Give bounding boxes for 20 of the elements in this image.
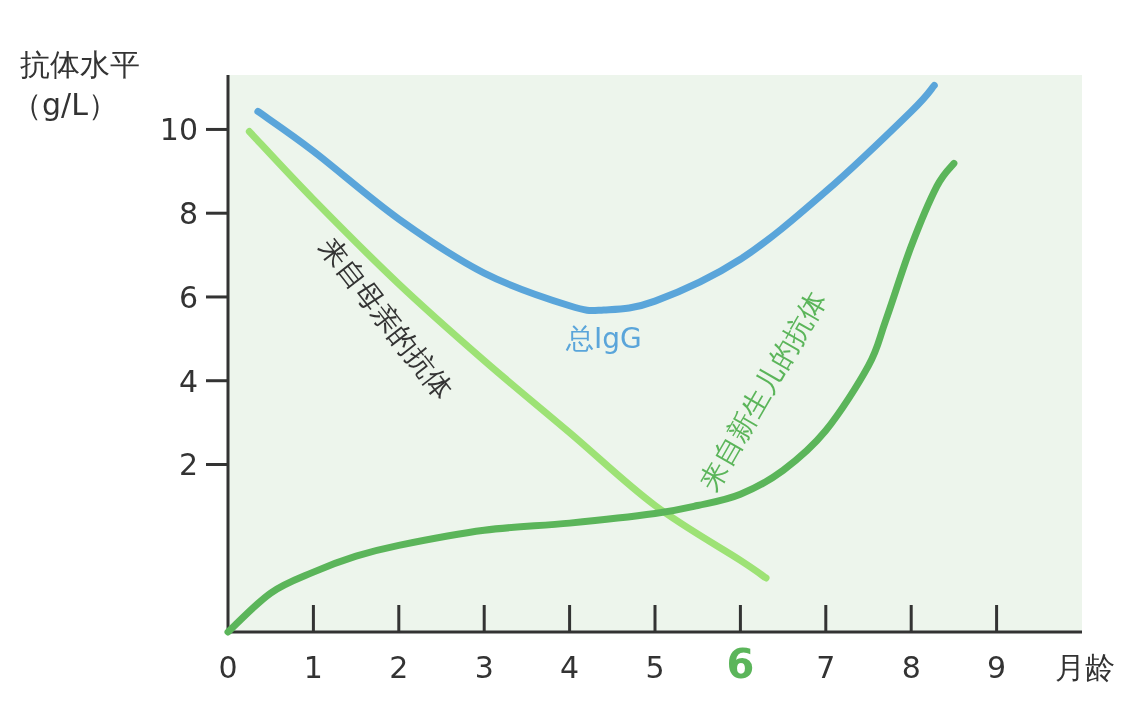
x-axis-title: 月龄 [1055,650,1115,685]
y-tick-label: 8 [178,196,198,232]
text: 来自新生儿的抗体 [692,285,833,497]
text: 来自母亲的抗体 [312,230,460,406]
x-tick-label: 6 [726,641,755,687]
x-tick-label: 9 [987,650,1007,685]
x-tick-label: 7 [816,650,836,685]
x-tick-label: 3 [474,650,494,685]
x-tick-label: 5 [645,650,665,685]
y-tick-label: 6 [178,279,198,315]
x-tick-label: 0 [218,650,238,685]
y-tick-label: 2 [178,447,198,483]
y-tick-label: 4 [178,363,198,399]
y-axis-title: 抗体水平（g/L） [12,47,140,122]
x-tick-label: 1 [303,650,323,685]
x-tick-label: 4 [560,650,580,685]
y-tick-label: 10 [159,112,198,148]
x-tick-label: 8 [901,650,921,685]
x-tick-label: 2 [389,650,409,685]
series-label: 总IgG [564,321,642,355]
